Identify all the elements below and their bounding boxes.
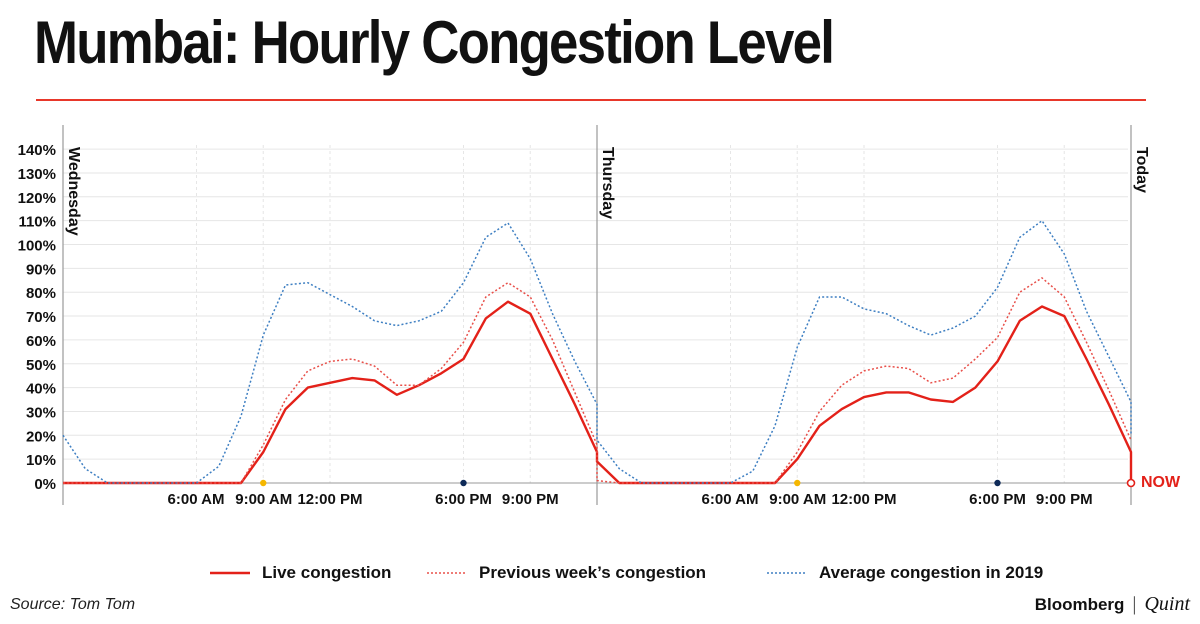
day-label: Thursday [599, 147, 616, 219]
brand-secondary: Quint [1144, 593, 1190, 615]
x-tick-label: 9:00 PM [1036, 491, 1093, 508]
y-tick-label: 110% [18, 214, 56, 231]
time-marker-dot [794, 479, 801, 487]
y-tick-label: 130% [18, 166, 56, 183]
source-note: Source: Tom Tom [10, 596, 136, 613]
y-tick-label: 20% [26, 428, 56, 445]
x-tick-label: 6:00 PM [969, 491, 1026, 508]
brand-logo: Bloomberg | Quint [1035, 593, 1190, 616]
y-tick-label: 120% [18, 190, 56, 207]
y-tick-label: 30% [26, 404, 56, 421]
time-marker-dot [260, 479, 267, 487]
y-tick-label: 60% [26, 333, 56, 350]
day-label: Today [1133, 147, 1150, 193]
legend-swatch-live [210, 571, 250, 575]
legend-item-live: Live congestion [210, 561, 391, 585]
time-marker-dot [460, 479, 467, 487]
now-label: NOW [1141, 474, 1181, 491]
y-tick-label: 100% [18, 238, 56, 255]
legend-label-average: Average congestion in 2019 [819, 563, 1044, 582]
legend-label-live: Live congestion [262, 563, 392, 582]
y-tick-label: 90% [26, 261, 56, 278]
chart-title: Mumbai: Hourly Congestion Level [34, 9, 835, 76]
series-layer [62, 219, 1133, 485]
legend-swatch-previous [427, 572, 467, 574]
x-tick-label: 12:00 PM [831, 491, 896, 508]
x-tick-label: 12:00 PM [297, 491, 362, 508]
legend-item-average: Average congestion in 2019 [767, 561, 1043, 585]
brand-primary: Bloomberg [1034, 594, 1125, 614]
brand-separator: | [1132, 593, 1137, 615]
y-tick-label: 10% [26, 452, 56, 469]
x-tick-label: 6:00 AM [702, 491, 759, 508]
marker-layer: NOW [260, 474, 1181, 491]
day-label: Wednesday [65, 147, 82, 236]
title-divider [36, 99, 1146, 101]
series-line [63, 277, 1132, 484]
now-marker [1126, 478, 1136, 488]
y-tick-label: 80% [26, 285, 56, 302]
legend-swatch-average [767, 572, 807, 574]
x-tick-label: 6:00 PM [435, 491, 492, 508]
series-line [63, 300, 1133, 485]
x-tick-label: 9:00 AM [235, 491, 292, 508]
y-tick-label: 70% [26, 309, 56, 326]
axis-layer: 0% 10% 20% 30% 40% 50% 60% 70% 80% 90% 100% 110% 120… [18, 125, 1150, 508]
x-tick-label: 9:00 PM [502, 491, 559, 508]
y-tick-label: 140% [18, 142, 56, 159]
x-tick-label: 9:00 AM [769, 491, 826, 508]
x-tick-label: 6:00 AM [168, 491, 225, 508]
y-tick-label: 0% [34, 476, 56, 493]
legend-label-previous: Previous week’s congestion [479, 563, 707, 582]
series-line [62, 219, 1132, 484]
grid-layer [63, 145, 1128, 484]
congestion-chart: 0% 10% 20% 30% 40% 50% 60% 70% 80% 90% 100% 110% 120… [18, 125, 1181, 508]
y-tick-label: 50% [26, 357, 56, 374]
legend-item-previous: Previous week’s congestion [427, 561, 706, 585]
time-marker-dot [994, 479, 1001, 487]
y-tick-label: 40% [26, 381, 56, 398]
